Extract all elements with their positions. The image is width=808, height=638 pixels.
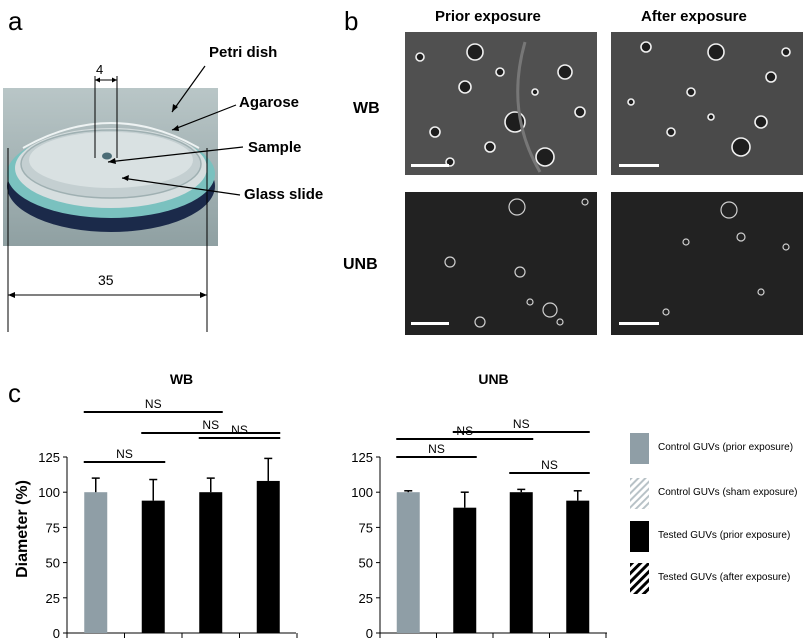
wb-bar-2 — [199, 492, 223, 633]
row-label-unb: UNB — [343, 256, 378, 273]
legend-label-control-prior: Control GUVs (prior exposure) — [658, 442, 794, 453]
legend-swatch-tested-prior — [630, 521, 649, 552]
unb-bar-0 — [396, 492, 420, 633]
unb-sig-label-2: NS — [428, 442, 445, 456]
panel-b-letter: b — [344, 6, 359, 36]
legend-swatch-control-prior — [630, 433, 649, 464]
wb-sig-label-0: NS — [145, 397, 162, 411]
wb-ytick-label-1: 25 — [46, 591, 60, 606]
micrograph-unb-after — [611, 192, 803, 335]
wb-ytick-label-5: 125 — [38, 450, 60, 465]
row-label-wb: WB — [353, 100, 380, 117]
wb-bar-0 — [84, 492, 108, 633]
wb-ytick-label-0: 0 — [53, 626, 60, 638]
micrograph-wb-prior — [405, 32, 597, 175]
unb-ytick-label-5: 125 — [351, 450, 373, 465]
legend-label-tested-after: Tested GUVs (after exposure) — [658, 572, 791, 583]
unb-title: UNB — [478, 371, 508, 387]
unb-ytick-label-1: 25 — [359, 591, 373, 606]
unb-bar-3 — [566, 500, 590, 633]
label-glass-slide: Glass slide — [244, 186, 324, 203]
legend-swatch-tested-after — [630, 563, 649, 594]
wb-ytick-label-4: 100 — [38, 485, 60, 500]
petri-dish-photo — [3, 88, 218, 246]
label-agarose: Agarose — [239, 94, 300, 111]
unb-bar-2 — [509, 492, 533, 633]
chart-unb: UNB0255075100125NSNSNSNS — [351, 371, 607, 638]
micrograph-unb-prior — [405, 192, 597, 335]
unb-bar-1 — [453, 507, 477, 633]
panel-a-letter: a — [8, 6, 23, 36]
wb-bar-1 — [141, 500, 165, 633]
label-petri-dish: Petri dish — [209, 44, 278, 61]
wb-bar-3 — [256, 480, 280, 633]
unb-ytick-label-4: 100 — [351, 485, 373, 500]
legend-swatch-control-sham — [630, 478, 649, 509]
unb-ytick-label-2: 50 — [359, 556, 373, 571]
col-header-after: After exposure — [641, 8, 747, 25]
wb-ytick-label-2: 50 — [46, 556, 60, 571]
micrograph-wb-after — [611, 32, 803, 175]
chart-wb: WB 0 25 50 75 100 125 NS NS NS NS — [38, 371, 298, 638]
dim-small-label: 4 — [96, 62, 104, 77]
dim-large-label: 35 — [98, 272, 114, 288]
label-sample: Sample — [248, 139, 302, 156]
panel-c-letter: c — [8, 378, 21, 408]
legend-label-tested-prior: Tested GUVs (prior exposure) — [658, 530, 791, 541]
legend: Control GUVs (prior exposure) Control GU… — [625, 420, 808, 594]
unb-sig-label-3: NS — [541, 458, 558, 472]
unb-ytick-label-0: 0 — [366, 626, 373, 638]
unb-ytick-label-3: 75 — [359, 520, 373, 535]
unb-sig-label-1: NS — [513, 417, 530, 431]
wb-sig-label-1: NS — [202, 418, 219, 432]
wb-sig-label-3: NS — [231, 423, 248, 437]
wb-sig-label-2: NS — [116, 447, 133, 461]
panel-a-annotations — [7, 65, 244, 332]
wb-title: WB — [170, 371, 193, 387]
legend-label-control-sham: Control GUVs (sham exposure) — [658, 487, 798, 498]
wb-ytick-label-3: 75 — [46, 520, 60, 535]
col-header-prior: Prior exposure — [435, 8, 541, 25]
